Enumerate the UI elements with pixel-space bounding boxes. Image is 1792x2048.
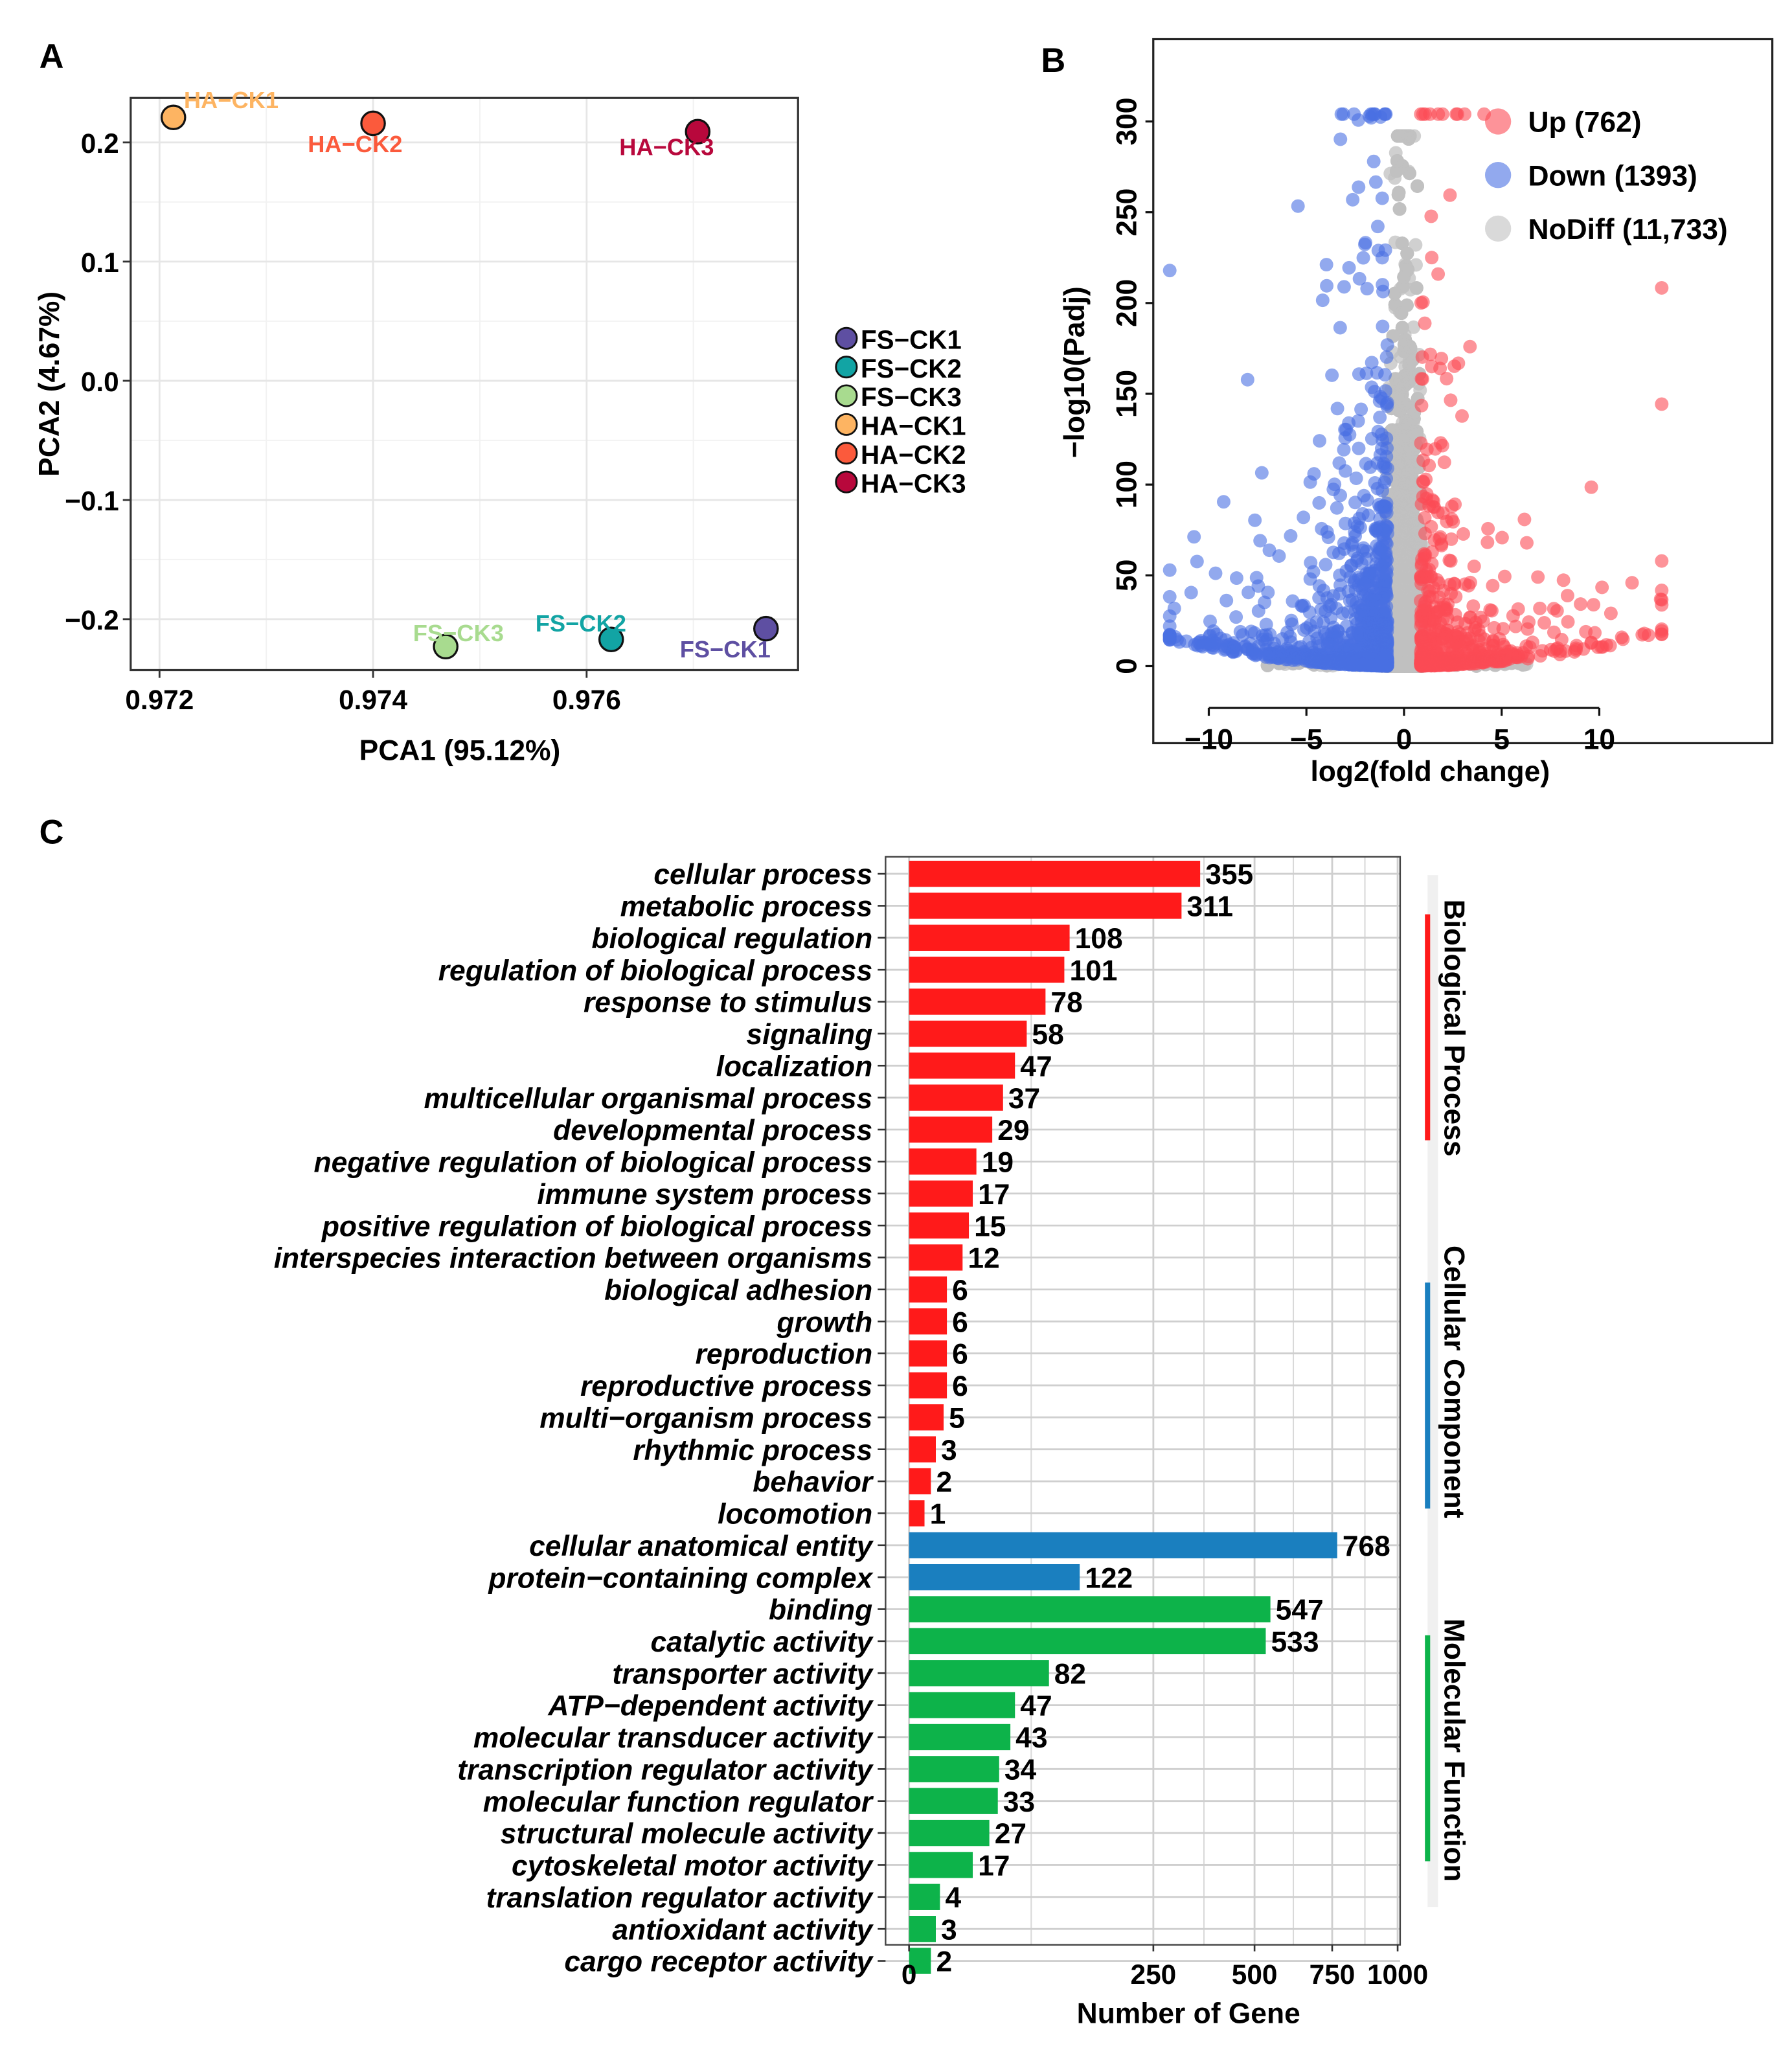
- pca-x-tick-label: 0.976: [552, 685, 621, 715]
- pca-x-axis-title: PCA1 (95.12%): [359, 735, 561, 767]
- pca-x-tick-label: 0.974: [339, 685, 407, 715]
- pca-x-tick-label: 0.972: [125, 685, 194, 715]
- pca-y-axis-title: PCA2 (4.67%): [34, 291, 65, 477]
- legend-key-HA−CK1: [835, 413, 858, 436]
- legend-label: HA−CK3: [861, 468, 966, 498]
- legend-label: FS−CK1: [861, 324, 962, 354]
- pca-point-label: HA−CK2: [308, 131, 402, 157]
- pca-point-FS−CK2: [598, 626, 624, 652]
- panel-label-b: B: [1041, 42, 1065, 80]
- pca-point-HA−CK3: [685, 119, 711, 145]
- legend-label: HA−CK2: [861, 440, 966, 470]
- pca-y-tick-label: −0.1: [65, 486, 119, 516]
- pca-panel: A 0.972 0.974 0.976 0.2 0.1 0.0 −0.1 −0.2 FS−CK…: [34, 38, 966, 767]
- pca-point-label: FS−CK2: [536, 610, 626, 637]
- pca-point-HA−CK1: [160, 104, 187, 131]
- nodiff-point: [1407, 320, 1421, 334]
- pca-point-label: FS−CK1: [680, 636, 771, 663]
- pca-point-HA−CK2: [360, 110, 386, 137]
- pca-y-tick-label: 0.2: [81, 128, 119, 159]
- volcano-plot-border: [1152, 38, 1774, 745]
- nodiff-point: [1409, 238, 1423, 252]
- legend-key-HA−CK2: [835, 442, 858, 465]
- legend-label: FS−CK3: [861, 382, 962, 412]
- pca-point-label: HA−CK3: [619, 134, 714, 161]
- pca-point-label: FS−CK3: [413, 620, 504, 646]
- pca-y-tick-label: 0.0: [81, 367, 119, 397]
- pca-grid: [130, 98, 799, 670]
- pca-plot-border: [130, 97, 799, 672]
- legend-key-FS−CK2: [835, 356, 858, 379]
- pca-y-tick-label: 0.1: [81, 247, 119, 278]
- volcano-points: [1163, 107, 1669, 673]
- pca-point-FS−CK3: [433, 633, 459, 660]
- pca-point-FS−CK1: [753, 615, 779, 642]
- legend-label: FS−CK2: [861, 354, 962, 383]
- legend-key-FS−CK1: [835, 326, 858, 350]
- legend-key-HA−CK3: [835, 470, 858, 494]
- pca-plot-area: [130, 98, 799, 670]
- legend-key-FS−CK3: [835, 384, 858, 407]
- legend-label: HA−CK1: [861, 411, 966, 441]
- pca-point-label: HA−CK1: [184, 87, 278, 113]
- pca-y-tick-label: −0.2: [65, 605, 119, 635]
- panel-label-a: A: [40, 38, 64, 76]
